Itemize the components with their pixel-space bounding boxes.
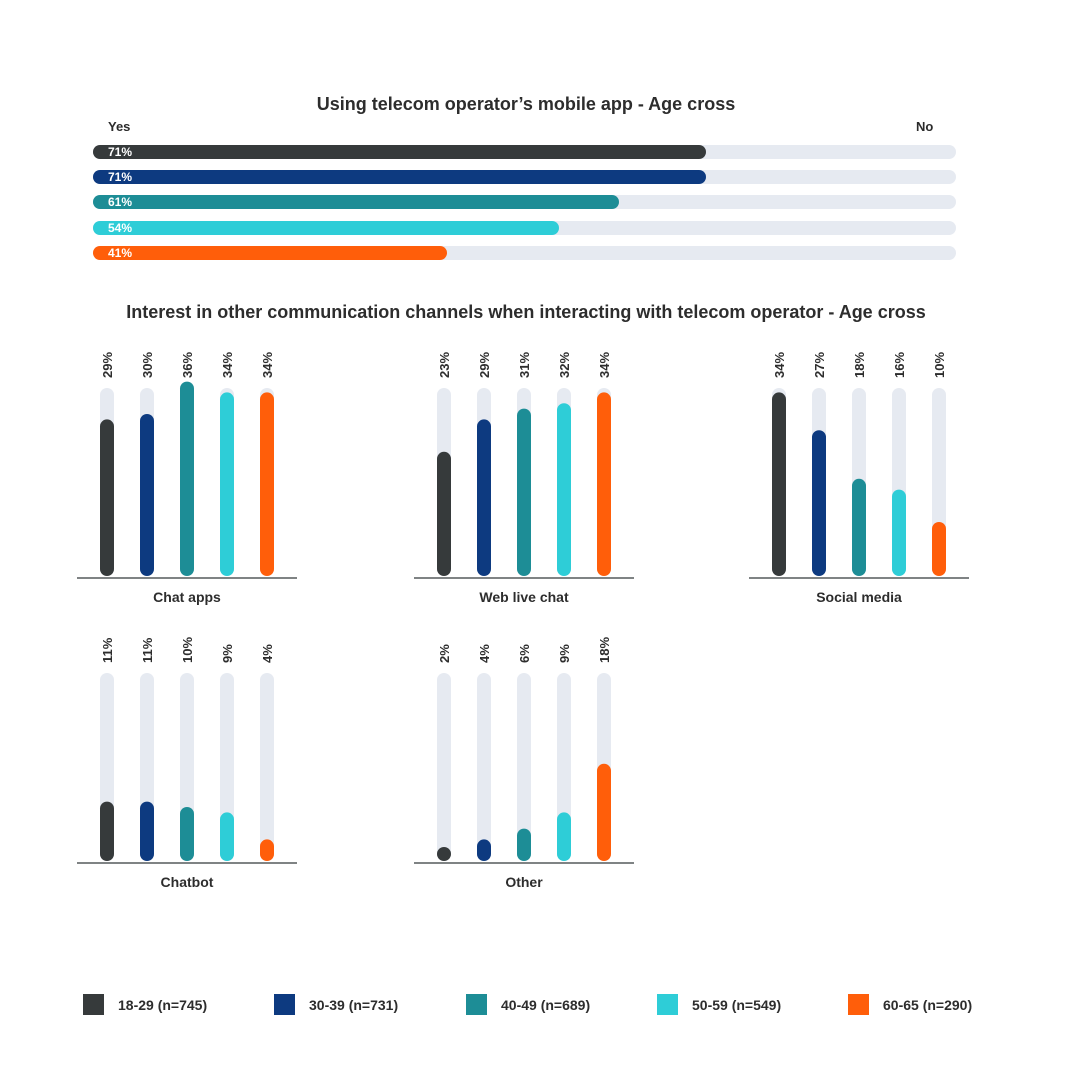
channel-bar [260,392,274,576]
channel-bar-value-label: 34% [220,352,235,378]
channel-bar-value-label: 11% [140,637,155,663]
legend-swatch [657,994,678,1015]
channel-bar [437,847,451,861]
channel-bar [557,403,571,576]
channel-bar-value-label: 11% [100,637,115,663]
channel-bar [220,392,234,576]
app-usage-bar-track: 61% [93,195,956,210]
legend-label: 18-29 (n=745) [118,996,208,1013]
channel-bar-track [260,673,274,861]
legend-item-40-49: 40-49 (n=689) [466,994,590,1015]
channel-group-label: Social media [816,589,902,605]
channel-bar-value-label: 4% [260,644,275,663]
channel-bar [220,812,234,861]
legend-label: 40-49 (n=689) [501,996,591,1013]
legend-item-18-29: 18-29 (n=745) [83,994,207,1015]
channel-bar-value-label: 18% [852,352,867,378]
app-usage-bar-track: 54% [93,220,956,235]
channel-bar [517,828,531,861]
channel-bar-track [517,673,531,861]
app-usage-bar-track: 71% [93,170,956,185]
legend-label: 30-39 (n=731) [309,996,399,1013]
channel-bar-value-label: 2% [437,644,452,663]
channel-group-label: Chatbot [161,874,214,890]
channel-bar-value-label: 32% [557,352,572,378]
no-label: No [916,119,934,134]
channel-bar-value-label: 30% [140,352,155,378]
channel-bar [260,839,274,861]
app-usage-bar-label: 41% [108,245,133,260]
channel-bar-value-label: 27% [812,352,827,378]
channel-bar [597,763,611,861]
app-usage-bar-label: 71% [108,145,133,159]
channel-bar-value-label: 4% [477,644,492,663]
legend-label: 50-59 (n=549) [692,996,782,1013]
app-usage-bar: 41% [93,245,447,260]
channel-bar [932,522,946,576]
channel-bar-value-label: 16% [892,352,907,378]
app-usage-bar-label: 61% [108,195,133,210]
app-usage-chart-title: Using telecom operator’s mobile app - Ag… [316,94,736,114]
channel-bar-value-label: 29% [100,352,115,378]
app-usage-bar: 54% [93,220,560,235]
channel-bar-value-label: 10% [180,637,195,663]
channel-bar [477,839,491,861]
legend-item-50-59: 50-59 (n=549) [657,994,781,1015]
channel-bar-track [437,673,451,861]
legend-item-60-65: 60-65 (n=290) [848,994,972,1015]
app-usage-bar: 61% [93,195,620,210]
channels-chart-title: Interest in other communication channels… [126,302,926,322]
channel-bar [852,478,866,576]
channel-bar [477,419,491,576]
channel-bar-value-label: 34% [597,352,612,378]
legend-swatch [274,994,295,1015]
channel-bar [812,430,826,576]
channel-bar-value-label: 34% [772,352,787,378]
legend-swatch [848,994,869,1015]
legend-label: 60-65 (n=290) [883,996,973,1013]
channel-group-label: Chat apps [153,589,221,605]
legend-swatch [466,994,487,1015]
app-usage-bar-track: 71% [93,145,956,159]
channel-bar [100,419,114,576]
channel-bar [100,801,114,861]
channel-bar-value-label: 10% [932,352,947,378]
channel-bar [140,414,154,576]
channel-bar-track [477,673,491,861]
yes-label: Yes [108,119,131,134]
channel-bar [180,807,194,861]
channel-bar [772,392,786,576]
channel-bar-value-label: 6% [517,644,532,663]
channel-bar-value-label: 9% [557,644,572,663]
channel-bar-value-label: 34% [260,352,275,378]
channel-group-label: Other [505,874,543,890]
app-usage-bar: 71% [93,170,706,185]
channel-bar [892,489,906,576]
channel-group-label: Web live chat [479,589,569,605]
channel-bar-value-label: 18% [597,637,612,663]
legend-swatch [83,994,104,1015]
channel-bar [180,381,194,576]
channel-bar-value-label: 9% [220,644,235,663]
app-usage-bar: 71% [93,145,706,159]
app-usage-bar-track: 41% [93,245,956,260]
legend-item-30-39: 30-39 (n=731) [274,994,398,1015]
channel-bar-value-label: 29% [477,352,492,378]
channel-bar [517,408,531,576]
channel-bar-value-label: 36% [180,352,195,378]
channel-bar [597,392,611,576]
channel-bar [437,451,451,576]
channel-bar [557,812,571,861]
channel-bar-value-label: 31% [517,352,532,378]
channel-bar [140,801,154,861]
app-usage-bar-label: 71% [108,170,133,185]
channel-bar-value-label: 23% [437,352,452,378]
app-usage-bar-label: 54% [108,220,133,235]
